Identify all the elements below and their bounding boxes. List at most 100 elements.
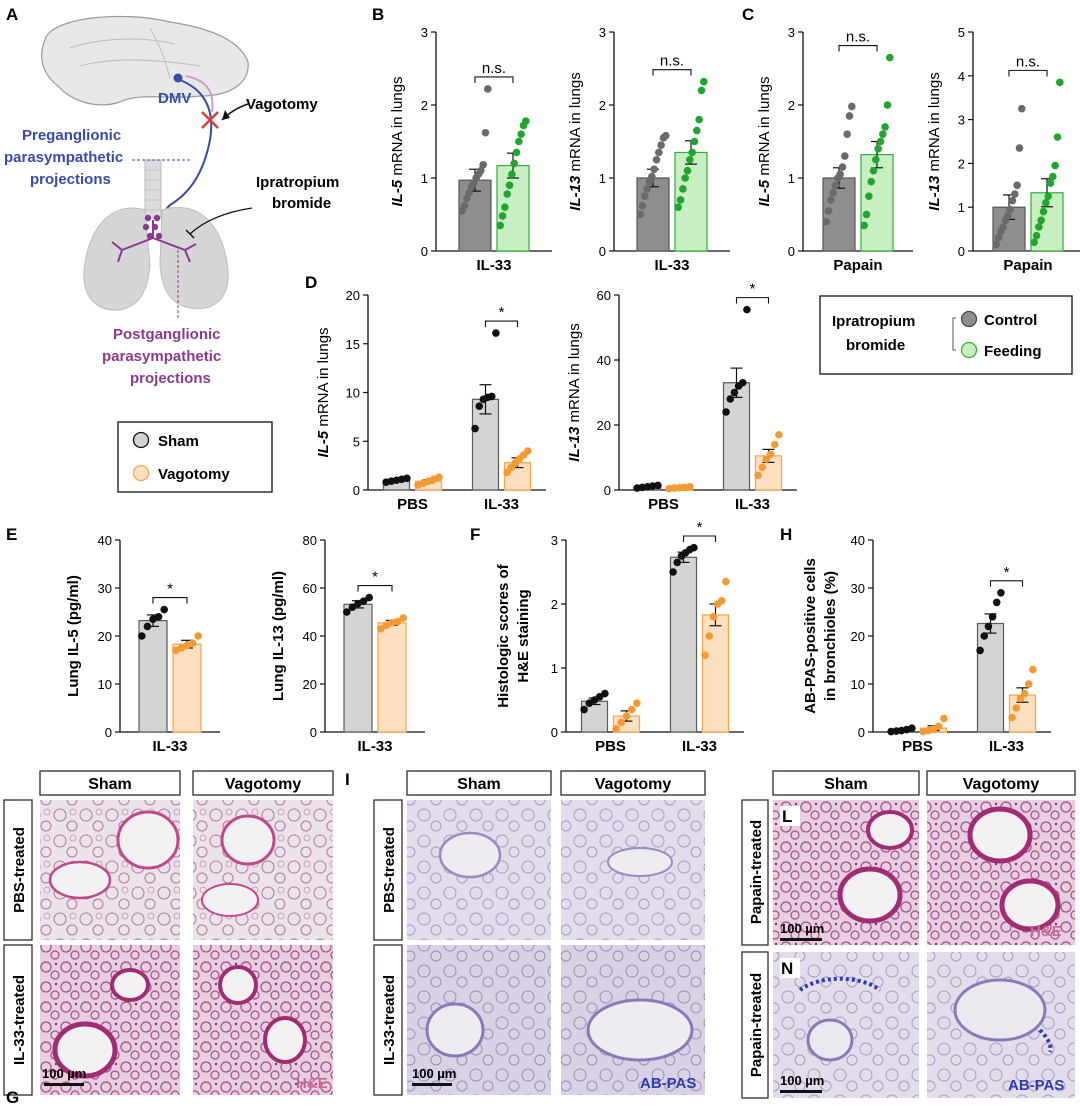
data-point xyxy=(636,210,644,219)
x-tick-label: PBS xyxy=(648,496,679,513)
g-stain-label: H&E xyxy=(296,1075,328,1092)
g-row-il33: IL-33-treated xyxy=(11,975,28,1065)
legend-ipratropium-line2: bromide xyxy=(846,337,905,354)
data-point xyxy=(997,589,1005,597)
y-axis-label-gene: IL-5 xyxy=(389,179,406,206)
ln-row-bottom: Papain-treated xyxy=(748,973,765,1077)
significance-label: * xyxy=(372,569,378,586)
preganglionic-line2: parasympathetic xyxy=(4,149,123,166)
y-tick-label: 40 xyxy=(597,353,611,368)
legend-vagotomy-marker xyxy=(132,464,150,482)
y-axis-label-rest: mRNA in lungs xyxy=(567,72,584,175)
data-point xyxy=(465,188,473,197)
bar xyxy=(377,622,407,733)
y-axis-label-rest: mRNA in lungs xyxy=(926,72,943,175)
preganglionic-line3: projections xyxy=(30,171,111,188)
data-point xyxy=(770,440,779,449)
vagotomy-cut-icon xyxy=(201,111,219,129)
data-point xyxy=(627,705,636,714)
chart-d1: 0 5 10 15 20 IL-5 mRNA in lungs PBS IL-33 * xyxy=(315,288,546,513)
data-point xyxy=(676,196,685,204)
significance-bracket xyxy=(474,76,514,83)
data-point xyxy=(865,192,873,201)
significance-label: n.s. xyxy=(846,29,870,46)
charts-layer: 0 1 2 3 IL-5 mRNA in lungs IL-33 n.s. 0 1 2 3 IL-13… xyxy=(65,25,1080,755)
y-tick-label: 3 xyxy=(551,533,558,548)
y-axis-label: Lung IL-5 (pg/ml) xyxy=(65,575,82,697)
significance-label: * xyxy=(1004,564,1010,581)
data-point xyxy=(194,632,202,640)
data-point xyxy=(633,699,641,707)
y-axis-label: IL-5 mRNA in lungs xyxy=(315,327,332,457)
y-tick-label: 3 xyxy=(599,25,606,40)
y-tick-label: 0 xyxy=(604,483,611,498)
g-image-vago-il33 xyxy=(193,945,333,1095)
significance-label: n.s. xyxy=(482,60,506,77)
y-tick-label: 30 xyxy=(98,581,112,596)
y-axis-label-gene: IL-13 xyxy=(566,426,583,462)
y-axis-label-line1: AB-PAS-positive cells xyxy=(802,558,819,714)
data-point xyxy=(831,181,840,190)
x-tick-label: Papain xyxy=(833,257,882,274)
y-tick-label: 15 xyxy=(346,337,360,352)
data-point xyxy=(674,203,682,211)
data-point xyxy=(1020,689,1029,698)
y-tick-label: 2 xyxy=(551,597,558,612)
significance-bracket xyxy=(1008,69,1048,77)
data-point xyxy=(1013,181,1021,190)
data-point xyxy=(874,145,882,153)
y-tick-label: 3 xyxy=(788,25,795,40)
data-point xyxy=(508,170,516,179)
data-point xyxy=(138,632,146,640)
data-point xyxy=(359,597,368,605)
dmv-label: DMV xyxy=(158,90,191,107)
data-point xyxy=(829,188,837,197)
data-point xyxy=(498,212,507,220)
data-point xyxy=(638,201,647,210)
data-point xyxy=(1029,665,1037,674)
data-point xyxy=(1053,133,1062,141)
legend-sham-vagotomy: Sham Vagotomy xyxy=(117,421,273,493)
y-tick-label: 0 xyxy=(788,244,795,259)
i-row-pbs: PBS-treated xyxy=(381,827,398,913)
data-point xyxy=(657,141,665,149)
n-stain-label: AB-PAS xyxy=(1008,1077,1064,1094)
data-point xyxy=(980,632,989,640)
data-point xyxy=(648,172,656,181)
g-scale-bar: 100 µm xyxy=(42,1066,86,1081)
data-point xyxy=(686,155,694,164)
data-point xyxy=(940,714,948,723)
data-point xyxy=(841,152,849,160)
y-tick-label: 5 xyxy=(958,25,965,40)
significance-bracket xyxy=(652,69,692,76)
y-tick-label: 60 xyxy=(303,581,317,596)
x-tick-label: PBS xyxy=(902,738,933,755)
y-tick-label: 2 xyxy=(599,98,606,113)
data-point xyxy=(512,148,521,157)
y-tick-label: 10 xyxy=(851,677,865,692)
panel-letter-d: D xyxy=(305,273,317,292)
y-tick-label: 0 xyxy=(599,244,606,259)
data-point xyxy=(479,161,487,169)
data-point xyxy=(643,185,651,193)
data-point xyxy=(867,177,875,186)
trachea-icon xyxy=(144,159,162,219)
legend-ipratropium-line1: Ipratropium xyxy=(832,313,915,330)
chart-h: 0 10 20 30 40 AB-PAS-positive cells in bronchi… xyxy=(802,533,1051,755)
significance-label: * xyxy=(750,281,756,298)
y-tick-label: 0 xyxy=(958,244,965,259)
data-point xyxy=(743,305,751,314)
data-point xyxy=(1037,216,1045,225)
data-point xyxy=(845,112,854,120)
data-point xyxy=(693,126,701,135)
ipratropium-label-line2: bromide xyxy=(272,195,331,212)
data-point xyxy=(612,725,620,733)
data-point xyxy=(722,408,730,416)
y-tick-label: 3 xyxy=(958,113,965,128)
data-point xyxy=(1008,196,1017,205)
y-tick-label: 40 xyxy=(303,629,317,644)
significance-bracket xyxy=(735,297,770,304)
data-point xyxy=(393,617,402,626)
vagotomy-label: Vagotomy xyxy=(246,96,318,113)
